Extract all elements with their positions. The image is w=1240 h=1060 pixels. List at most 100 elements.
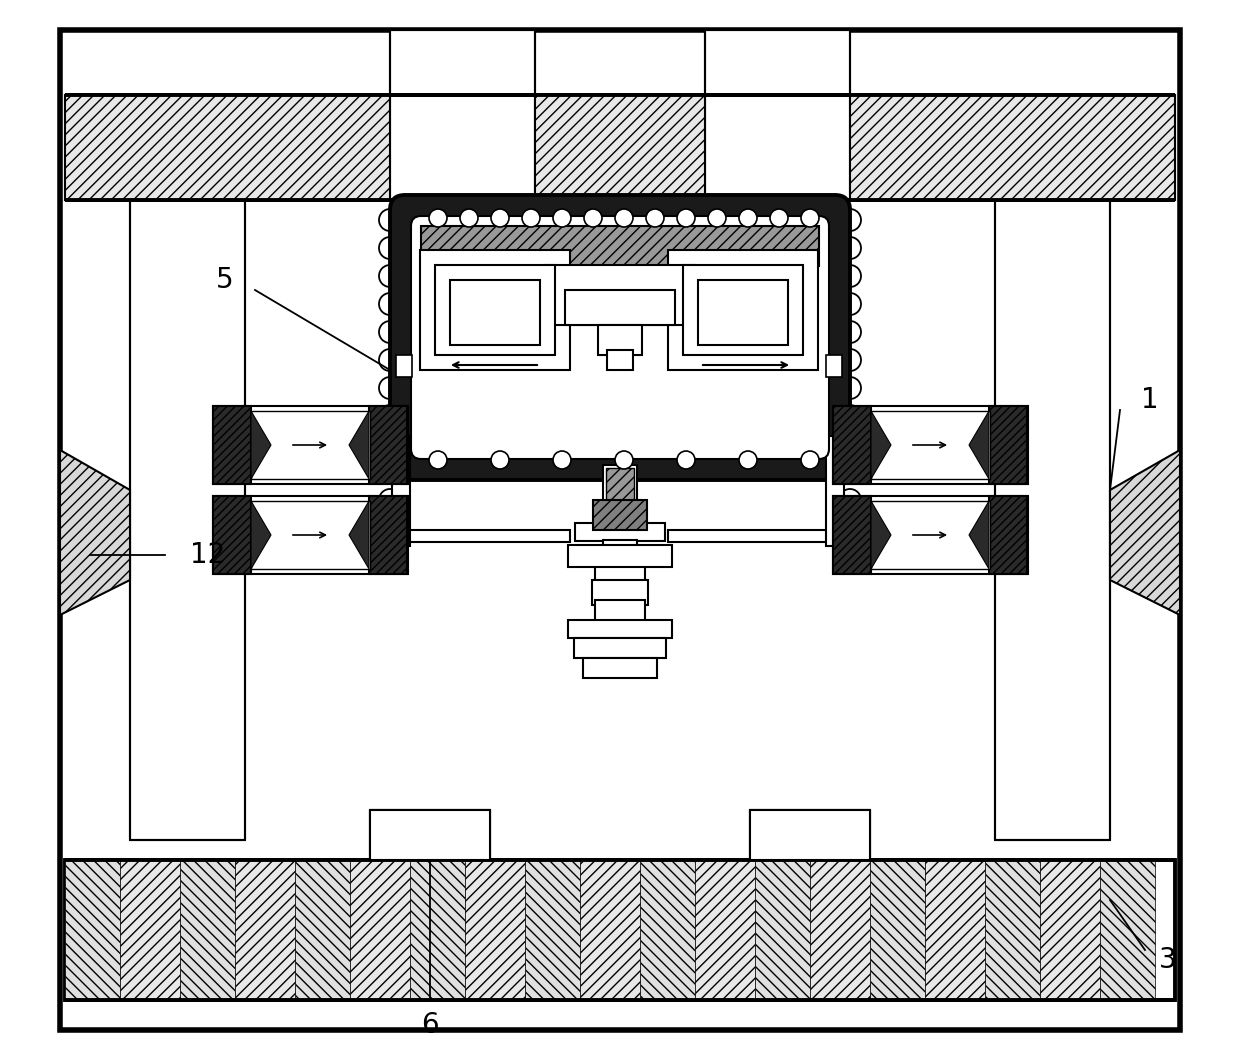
Polygon shape: [968, 411, 990, 479]
Bar: [180, 860, 236, 1000]
Bar: [250, 411, 370, 479]
Polygon shape: [870, 501, 892, 569]
Bar: [568, 620, 672, 638]
Bar: [213, 496, 250, 575]
Bar: [213, 406, 250, 484]
Circle shape: [429, 209, 446, 227]
Bar: [706, 30, 849, 95]
Circle shape: [379, 349, 401, 371]
Circle shape: [522, 209, 539, 227]
Circle shape: [839, 265, 861, 287]
Bar: [401, 440, 570, 452]
Bar: [583, 658, 657, 678]
Polygon shape: [250, 411, 272, 479]
Bar: [396, 355, 412, 377]
Bar: [668, 530, 838, 542]
Circle shape: [615, 209, 632, 227]
Bar: [213, 496, 408, 575]
Bar: [750, 810, 870, 860]
Bar: [420, 250, 570, 370]
Circle shape: [584, 209, 601, 227]
Bar: [994, 200, 1110, 840]
Bar: [606, 469, 634, 523]
Bar: [422, 226, 818, 266]
Circle shape: [646, 209, 663, 227]
Circle shape: [801, 209, 818, 227]
Bar: [64, 860, 120, 1000]
Bar: [668, 440, 838, 452]
Bar: [833, 496, 1028, 575]
Bar: [574, 638, 666, 658]
Bar: [410, 860, 465, 1000]
Bar: [1100, 860, 1154, 1000]
Text: 1: 1: [1141, 386, 1159, 414]
Bar: [595, 600, 645, 630]
Bar: [668, 250, 818, 370]
Bar: [64, 860, 1176, 1000]
Bar: [391, 30, 534, 95]
Bar: [826, 355, 842, 377]
Bar: [130, 200, 246, 840]
Circle shape: [839, 237, 861, 259]
Circle shape: [839, 293, 861, 315]
Bar: [465, 860, 525, 1000]
Bar: [565, 290, 675, 325]
Circle shape: [379, 489, 401, 511]
Bar: [598, 325, 642, 355]
Circle shape: [379, 377, 401, 399]
Circle shape: [801, 450, 818, 469]
Bar: [580, 860, 640, 1000]
Bar: [568, 545, 672, 567]
Bar: [706, 95, 849, 200]
Bar: [370, 810, 490, 860]
FancyBboxPatch shape: [391, 195, 849, 480]
Bar: [546, 265, 694, 325]
Bar: [603, 625, 637, 665]
Bar: [575, 523, 665, 541]
Circle shape: [379, 405, 401, 427]
Text: 6: 6: [422, 1011, 439, 1039]
Bar: [213, 406, 408, 484]
Bar: [593, 500, 647, 530]
Circle shape: [553, 450, 570, 469]
Bar: [525, 860, 580, 1000]
Circle shape: [553, 209, 570, 227]
Bar: [925, 860, 985, 1000]
Bar: [236, 860, 295, 1000]
Bar: [640, 860, 694, 1000]
Circle shape: [379, 321, 401, 343]
Bar: [849, 95, 1176, 200]
Bar: [591, 580, 649, 605]
Circle shape: [379, 209, 401, 231]
Bar: [694, 860, 755, 1000]
Bar: [64, 95, 391, 200]
Text: 12: 12: [190, 541, 226, 569]
Bar: [120, 860, 180, 1000]
Bar: [990, 406, 1027, 484]
Circle shape: [839, 405, 861, 427]
Circle shape: [677, 450, 694, 469]
FancyBboxPatch shape: [410, 216, 830, 459]
Bar: [603, 540, 637, 660]
Bar: [755, 860, 810, 1000]
Bar: [401, 530, 570, 542]
Bar: [833, 406, 1028, 484]
Bar: [450, 280, 539, 344]
Bar: [1040, 860, 1100, 1000]
Bar: [810, 860, 870, 1000]
Polygon shape: [60, 450, 130, 615]
Bar: [350, 860, 410, 1000]
Bar: [295, 860, 350, 1000]
Bar: [603, 465, 637, 525]
Circle shape: [770, 209, 787, 227]
Bar: [870, 411, 990, 479]
Polygon shape: [348, 411, 370, 479]
Bar: [391, 95, 534, 200]
Circle shape: [708, 209, 725, 227]
Circle shape: [379, 293, 401, 315]
Polygon shape: [250, 501, 272, 569]
Bar: [370, 406, 407, 484]
Circle shape: [839, 209, 861, 231]
Bar: [750, 810, 870, 860]
Circle shape: [839, 321, 861, 343]
